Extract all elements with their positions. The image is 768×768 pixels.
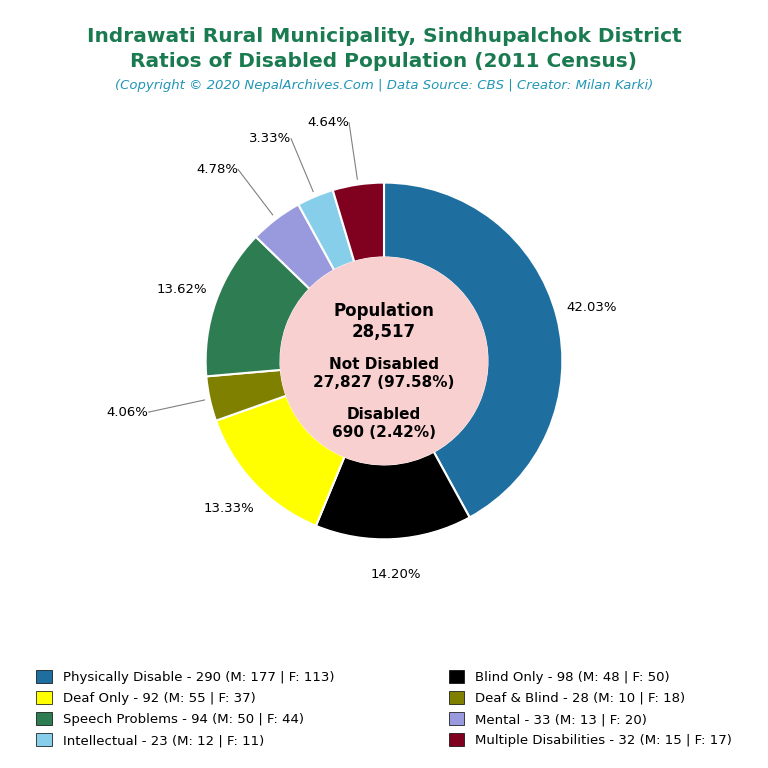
Text: 4.06%: 4.06% bbox=[107, 406, 149, 419]
Wedge shape bbox=[216, 396, 345, 526]
Text: Not Disabled
27,827 (97.58%): Not Disabled 27,827 (97.58%) bbox=[313, 357, 455, 389]
Text: 4.78%: 4.78% bbox=[196, 163, 238, 176]
Wedge shape bbox=[206, 237, 310, 376]
Text: Disabled
690 (2.42%): Disabled 690 (2.42%) bbox=[332, 407, 436, 439]
Legend: Blind Only - 98 (M: 48 | F: 50), Deaf & Blind - 28 (M: 10 | F: 18), Mental - 33 : Blind Only - 98 (M: 48 | F: 50), Deaf & … bbox=[442, 664, 738, 753]
Circle shape bbox=[280, 257, 488, 465]
Wedge shape bbox=[256, 204, 334, 289]
Text: 42.03%: 42.03% bbox=[566, 301, 617, 314]
Legend: Physically Disable - 290 (M: 177 | F: 113), Deaf Only - 92 (M: 55 | F: 37), Spee: Physically Disable - 290 (M: 177 | F: 11… bbox=[30, 664, 341, 753]
Text: 13.62%: 13.62% bbox=[157, 283, 207, 296]
Wedge shape bbox=[207, 370, 286, 421]
Text: 14.20%: 14.20% bbox=[370, 568, 421, 581]
Wedge shape bbox=[316, 452, 470, 539]
Text: 3.33%: 3.33% bbox=[249, 132, 291, 145]
Wedge shape bbox=[298, 190, 354, 270]
Text: 13.33%: 13.33% bbox=[204, 502, 254, 515]
Text: Indrawati Rural Municipality, Sindhupalchok District
Ratios of Disabled Populati: Indrawati Rural Municipality, Sindhupalc… bbox=[87, 27, 681, 71]
Text: (Copyright © 2020 NepalArchives.Com | Data Source: CBS | Creator: Milan Karki): (Copyright © 2020 NepalArchives.Com | Da… bbox=[115, 79, 653, 92]
Text: Population
28,517: Population 28,517 bbox=[333, 303, 435, 341]
Wedge shape bbox=[333, 183, 384, 262]
Wedge shape bbox=[384, 183, 562, 518]
Text: 4.64%: 4.64% bbox=[307, 116, 349, 129]
